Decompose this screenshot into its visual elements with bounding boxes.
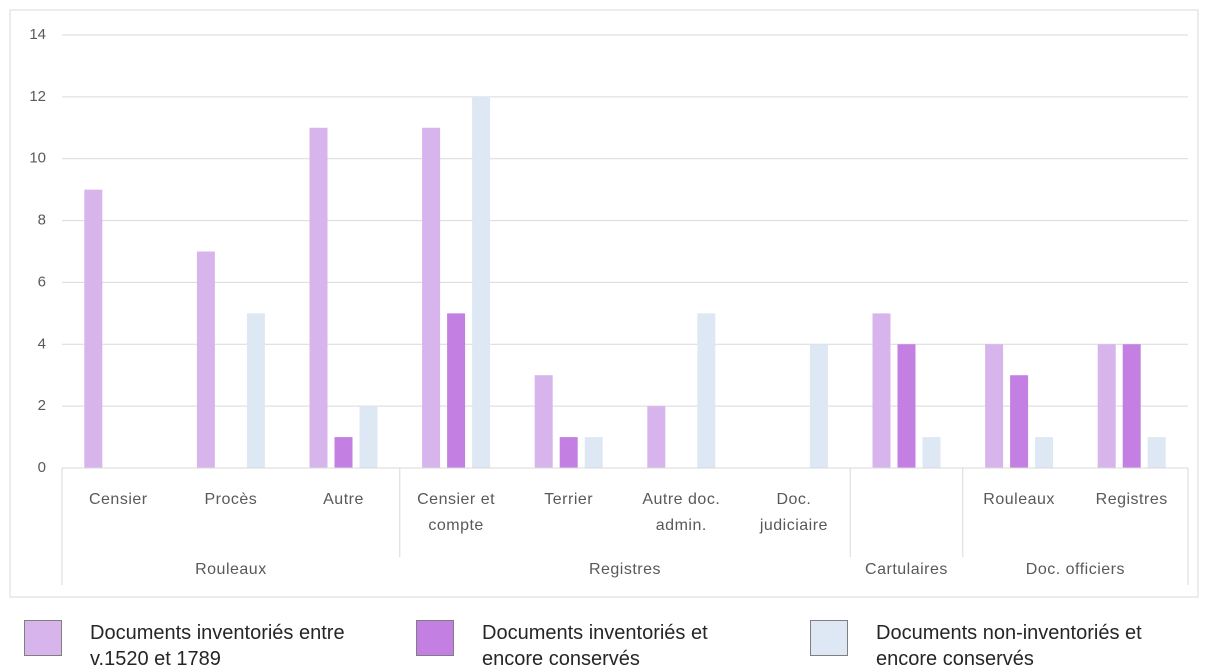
legend-swatch [24, 620, 62, 656]
bar [1147, 437, 1166, 468]
bar [359, 406, 378, 468]
x-tick-label: Doc. judiciaire [759, 491, 828, 534]
bar [1097, 344, 1116, 468]
y-tick-label: 2 [38, 397, 46, 414]
chart-border [9, 9, 1199, 598]
group-label: Cartulaires [865, 561, 948, 578]
bar [1035, 437, 1054, 468]
bar [334, 437, 353, 468]
bar [422, 127, 441, 469]
legend-swatch [416, 620, 454, 656]
y-tick-label: 12 [29, 88, 46, 105]
x-tick-label: Autre [323, 491, 364, 508]
y-tick-label: 0 [38, 459, 46, 476]
bar [922, 437, 941, 468]
y-tick-label: 14 [29, 26, 46, 43]
bar [534, 375, 553, 468]
y-tick-label: 8 [38, 212, 46, 229]
legend-label: Documents non-inventoriés et encore cons… [876, 622, 1142, 670]
group-label: Rouleaux [195, 561, 267, 578]
legend-label: Documents inventoriés entre v.1520 et 17… [90, 622, 345, 670]
group-label: Registres [588, 561, 662, 578]
x-tick-label: Terrier [544, 491, 594, 508]
x-tick-label: Registres [1095, 491, 1168, 508]
bar [84, 189, 103, 468]
x-tick-label: Censier et compte [417, 491, 496, 534]
bar [697, 313, 716, 468]
x-tick-label: Autre doc. admin. [642, 491, 721, 534]
bar [447, 313, 466, 468]
y-tick-label: 10 [29, 150, 46, 167]
bar [309, 127, 328, 469]
bar [472, 96, 491, 468]
bar [1122, 344, 1141, 468]
y-tick-label: 4 [38, 335, 46, 352]
x-tick-label: Procès [204, 491, 258, 508]
bar [246, 313, 265, 468]
bar [559, 437, 578, 468]
bar [1010, 375, 1029, 468]
bar [872, 313, 891, 468]
x-tick-label: Rouleaux [983, 491, 1055, 508]
bar [809, 344, 828, 468]
bar [985, 344, 1004, 468]
x-tick-label: Censier [88, 491, 148, 508]
group-label: Doc. officiers [1025, 561, 1125, 578]
bar [647, 406, 666, 468]
y-tick-label: 6 [38, 273, 46, 290]
bar [897, 344, 916, 468]
legend-label: Documents inventoriés et encore conservé… [482, 622, 708, 670]
bar [196, 251, 215, 468]
legend-swatch [810, 620, 848, 656]
bar [584, 437, 603, 468]
